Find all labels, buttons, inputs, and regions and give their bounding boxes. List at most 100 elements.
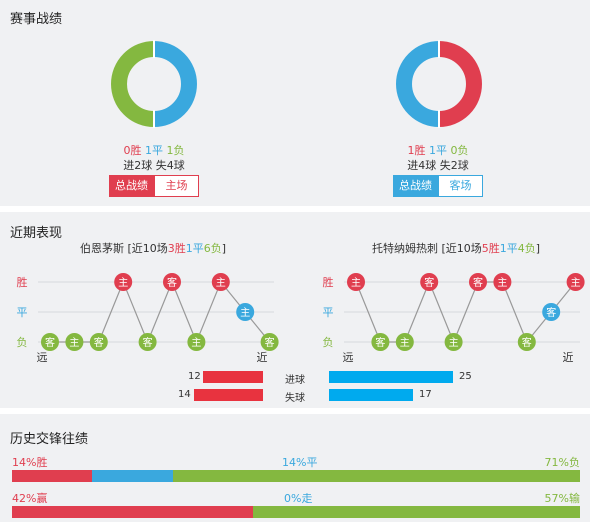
form-chart-left: 胜平负客主客主客客主主主客远近 bbox=[17, 273, 279, 364]
form-line bbox=[50, 280, 271, 344]
far-label: 远 bbox=[37, 351, 48, 364]
near-label: 近 bbox=[563, 351, 574, 364]
section-divider bbox=[0, 206, 590, 212]
loss-segment bbox=[252, 506, 580, 518]
donut-chart-right bbox=[396, 40, 482, 128]
form-line bbox=[355, 280, 577, 344]
axis-label-l: 负 bbox=[323, 335, 334, 349]
match-venue-label: 客 bbox=[265, 336, 275, 349]
match-venue-label: 客 bbox=[143, 336, 153, 349]
match-result-dot[interactable] bbox=[542, 303, 561, 321]
handicap-push-pct: 0%走 bbox=[284, 492, 313, 505]
axis-label-d: 平 bbox=[17, 306, 28, 319]
win-segment bbox=[12, 470, 93, 482]
handicap-result-bar bbox=[12, 506, 580, 518]
goals-against-label: 失球 bbox=[285, 393, 305, 404]
match-result-dot[interactable] bbox=[469, 273, 487, 291]
match-result-dot[interactable] bbox=[114, 273, 133, 291]
right-goals-for-value: 25 bbox=[459, 371, 472, 382]
record-right-toggle: 总战绩 客场 bbox=[393, 175, 483, 197]
match-result-dot[interactable] bbox=[211, 273, 230, 291]
record-left-toggle: 总战绩 主场 bbox=[109, 175, 199, 197]
axis-label-l: 负 bbox=[17, 335, 28, 349]
match-venue-label: 主 bbox=[69, 337, 79, 349]
handicap-win-pct: 42%赢 bbox=[12, 492, 48, 505]
record-right-goals: 进4球 失2球 bbox=[407, 159, 469, 172]
match-venue-label: 主 bbox=[449, 337, 459, 349]
loss-count: 1负 bbox=[166, 144, 185, 157]
match-result-dot[interactable] bbox=[347, 273, 365, 291]
form-chart-right: 胜平负主客 主客主客 主客客主远近 bbox=[323, 273, 585, 364]
match-venue-label: 主 bbox=[400, 337, 410, 349]
match-venue-label: 客 bbox=[546, 306, 556, 319]
right-goals-for-bar bbox=[329, 371, 453, 383]
loss-count: 6负 bbox=[203, 242, 222, 255]
left-goals-for-bar bbox=[203, 371, 263, 383]
match-venue-label: 主 bbox=[351, 277, 361, 289]
right-goals-against-value: 17 bbox=[419, 389, 432, 400]
history-panel: 历史交锋往绩 14%胜 14%平 71%负 42%赢 0%走 57%输 bbox=[0, 414, 590, 522]
match-result-dot[interactable] bbox=[260, 333, 279, 351]
axis-label-w: 胜 bbox=[17, 275, 28, 289]
right-goals-against-bar bbox=[329, 389, 413, 401]
section-title-recent: 近期表现 bbox=[10, 226, 63, 241]
match-result-dot[interactable] bbox=[493, 273, 512, 291]
match-venue-label: 主 bbox=[216, 277, 226, 289]
recent-panel: 近期表现 伯恩茅斯 [近10场3胜1平6负] 胜平负客主客主客客主主主客远近 托… bbox=[0, 212, 590, 408]
record-right-wdl: 1胜 1平 0负 bbox=[358, 142, 518, 158]
loss-count: 0负 bbox=[450, 144, 469, 157]
axis-label-w: 胜 bbox=[323, 275, 334, 289]
summary-prefix: [近10场 bbox=[124, 242, 168, 255]
summary-prefix: [近10场 bbox=[438, 242, 482, 255]
match-result-dot[interactable] bbox=[41, 333, 59, 351]
recent-left-title: 伯恩茅斯 [近10场3胜1平6负] bbox=[80, 240, 226, 256]
left-goals-for-value: 12 bbox=[188, 371, 201, 382]
donut-chart-left bbox=[111, 40, 197, 128]
match-result-dot[interactable] bbox=[138, 333, 157, 351]
recent-right-title: 托特纳姆热刺 [近10场5胜1平4负] bbox=[372, 240, 540, 256]
match-result-dot[interactable] bbox=[566, 273, 585, 291]
match-venue-label: 主 bbox=[191, 337, 201, 349]
match-result-dot[interactable] bbox=[187, 333, 206, 351]
win-count: 5胜 bbox=[481, 242, 500, 255]
match-result-dot[interactable] bbox=[395, 333, 414, 351]
match-venue-label: 主 bbox=[240, 307, 250, 319]
draw-count: 1平 bbox=[429, 144, 447, 157]
left-goals-against-value: 14 bbox=[178, 389, 191, 400]
section-divider bbox=[0, 408, 590, 414]
match-result-dot[interactable] bbox=[517, 333, 536, 351]
team-name: 托特纳姆热刺 bbox=[372, 242, 438, 255]
draw-count: 1平 bbox=[499, 242, 518, 255]
total-record-button[interactable]: 总战绩 bbox=[393, 175, 438, 197]
win-count: 3胜 bbox=[167, 242, 186, 255]
team-name: 伯恩茅斯 bbox=[80, 242, 124, 255]
match-result-dot[interactable] bbox=[65, 333, 84, 351]
summary-suffix: ] bbox=[535, 242, 541, 255]
total-record-button[interactable]: 总战绩 bbox=[109, 175, 154, 197]
record-left-wdl: 0胜 1平 1负 bbox=[74, 142, 234, 158]
win-count: 0胜 bbox=[123, 144, 142, 157]
loss-count: 4负 bbox=[517, 242, 536, 255]
match-result-dot[interactable] bbox=[163, 273, 181, 291]
loss-segment bbox=[172, 470, 580, 482]
match-venue-label: 主 bbox=[571, 277, 581, 289]
match-venue-label: 客 bbox=[424, 276, 434, 289]
draw-segment bbox=[92, 470, 173, 482]
donut-slice bbox=[153, 41, 197, 127]
match-result-dot[interactable] bbox=[89, 333, 108, 351]
away-record-button[interactable]: 客场 bbox=[438, 175, 483, 197]
history-win-pct: 14%胜 bbox=[12, 456, 48, 469]
match-venue-label: 主 bbox=[118, 277, 128, 289]
match-result-dot[interactable] bbox=[444, 333, 463, 351]
match-result-dot[interactable] bbox=[371, 333, 390, 351]
match-venue-label: 客 bbox=[473, 276, 483, 289]
history-draw-pct: 14%平 bbox=[282, 456, 318, 469]
record-left-goals: 进2球 失4球 bbox=[123, 159, 185, 172]
match-result-dot[interactable] bbox=[420, 273, 439, 291]
near-label: 近 bbox=[257, 351, 268, 364]
match-result-dot[interactable] bbox=[236, 303, 255, 321]
match-venue-label: 客 bbox=[167, 276, 177, 289]
draw-count: 1平 bbox=[145, 144, 163, 157]
home-record-button[interactable]: 主场 bbox=[154, 175, 199, 197]
donut-slice bbox=[396, 41, 440, 127]
